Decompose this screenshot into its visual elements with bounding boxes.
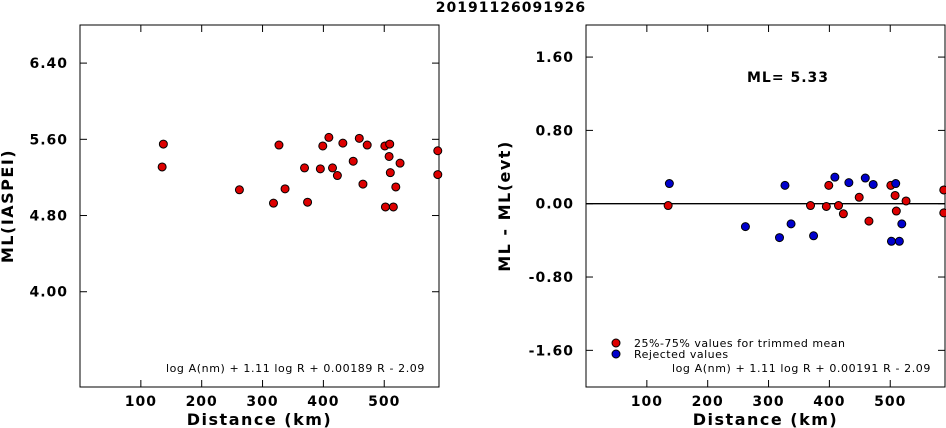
- legend-rejected-label: Rejected values: [634, 348, 729, 361]
- right-rejected-point: [868, 179, 878, 189]
- left-data-point: [348, 156, 358, 166]
- left-data-point: [280, 184, 290, 194]
- right-rejected-point: [664, 179, 674, 189]
- left-panel: ML(IASPEI) Distance (km) log A(nm) + 1.1…: [0, 24, 443, 428]
- left-plot-frame: [79, 24, 440, 388]
- right-rejected-point: [886, 236, 896, 246]
- left-y-tick-label: 4.80: [29, 209, 68, 225]
- left-y-axis-label: ML(IASPEI): [0, 149, 17, 263]
- right-rejected-point: [809, 231, 819, 241]
- legend-trimmed-marker: [611, 338, 621, 348]
- left-data-point: [303, 197, 313, 207]
- left-data-point: [338, 138, 348, 148]
- right-data-point: [834, 201, 844, 211]
- right-y-axis-label: ML - ML(evt): [495, 140, 514, 272]
- right-data-point: [901, 196, 911, 206]
- right-x-tick-label: 200: [692, 394, 724, 410]
- right-y-tick-label: -0.80: [529, 270, 574, 286]
- left-x-tick-label: 500: [368, 394, 400, 410]
- left-y-tick-label: 4.00: [29, 285, 68, 301]
- right-y-tick-label: 0.80: [535, 123, 574, 139]
- left-x-tick-label: 400: [307, 394, 339, 410]
- left-data-point: [274, 140, 284, 150]
- left-data-point: [300, 163, 310, 173]
- right-y-tick-label: 0.00: [535, 197, 574, 213]
- right-panel: ML - ML(evt) Distance (km) ML= 5.33 log …: [495, 24, 946, 428]
- right-data-point: [824, 180, 834, 190]
- left-data-point: [433, 146, 443, 156]
- left-data-point: [234, 185, 244, 195]
- figure-title: 20191126091926: [436, 0, 586, 16]
- right-x-tick-label: 500: [874, 394, 906, 410]
- left-data-point: [332, 171, 342, 181]
- left-data-point: [384, 151, 394, 161]
- left-data-point: [362, 140, 372, 150]
- right-x-tick-label: 100: [631, 394, 663, 410]
- right-data-point: [663, 201, 673, 211]
- left-data-point: [358, 179, 368, 189]
- left-data-point: [328, 163, 338, 173]
- left-data-point: [354, 133, 364, 143]
- right-data-point: [864, 216, 874, 226]
- right-rejected-point: [860, 173, 870, 183]
- right-rejected-point: [830, 172, 840, 182]
- right-rejected-point: [740, 222, 750, 232]
- right-y-tick-label: 1.60: [535, 50, 574, 66]
- right-data-point: [806, 201, 816, 211]
- left-data-point: [157, 162, 167, 172]
- right-rejected-point: [844, 178, 854, 188]
- left-data-point: [433, 170, 443, 180]
- right-plot-frame: [585, 24, 946, 388]
- right-rejected-point: [774, 233, 784, 243]
- right-data-point: [838, 209, 848, 219]
- right-data-point: [854, 192, 864, 202]
- left-x-tick-label: 200: [186, 394, 218, 410]
- left-data-point: [158, 139, 168, 149]
- right-rejected-point: [897, 219, 907, 229]
- left-data-point: [385, 168, 395, 178]
- left-data-point: [324, 132, 334, 142]
- left-x-axis-label: Distance (km): [187, 410, 332, 428]
- left-data-point: [391, 182, 401, 192]
- left-y-tick-label: 5.60: [29, 132, 68, 148]
- right-rejected-point: [891, 179, 901, 189]
- left-data-point: [385, 139, 395, 149]
- left-data-point: [388, 202, 398, 212]
- left-formula: log A(nm) + 1.11 log R + 0.00189 R - 2.0…: [166, 362, 425, 375]
- right-x-tick-label: 400: [813, 394, 845, 410]
- left-data-point: [380, 202, 390, 212]
- right-data-point: [821, 201, 831, 211]
- ml-annotation: ML= 5.33: [747, 70, 829, 86]
- left-x-tick-label: 300: [246, 394, 278, 410]
- right-rejected-point: [894, 236, 904, 246]
- right-data-point: [891, 206, 901, 216]
- right-x-axis-label: Distance (km): [693, 410, 838, 428]
- legend-trimmed-label: 25%-75% values for trimmed mean: [634, 337, 846, 350]
- left-data-point: [395, 158, 405, 168]
- right-rejected-point: [786, 219, 796, 229]
- right-y-tick-label: -1.60: [529, 343, 574, 359]
- legend-rejected-marker: [611, 349, 621, 359]
- right-data-point: [939, 185, 946, 195]
- right-x-tick-label: 300: [752, 394, 784, 410]
- left-x-tick-label: 100: [125, 394, 157, 410]
- right-data-point: [890, 190, 900, 200]
- left-data-point: [315, 164, 325, 174]
- right-data-point: [939, 208, 946, 218]
- right-formula: log A(nm) + 1.11 log R + 0.00191 R - 2.0…: [672, 362, 931, 375]
- left-data-point: [268, 198, 278, 208]
- left-y-tick-label: 6.40: [29, 56, 68, 72]
- left-data-point: [318, 141, 328, 151]
- right-rejected-point: [780, 180, 790, 190]
